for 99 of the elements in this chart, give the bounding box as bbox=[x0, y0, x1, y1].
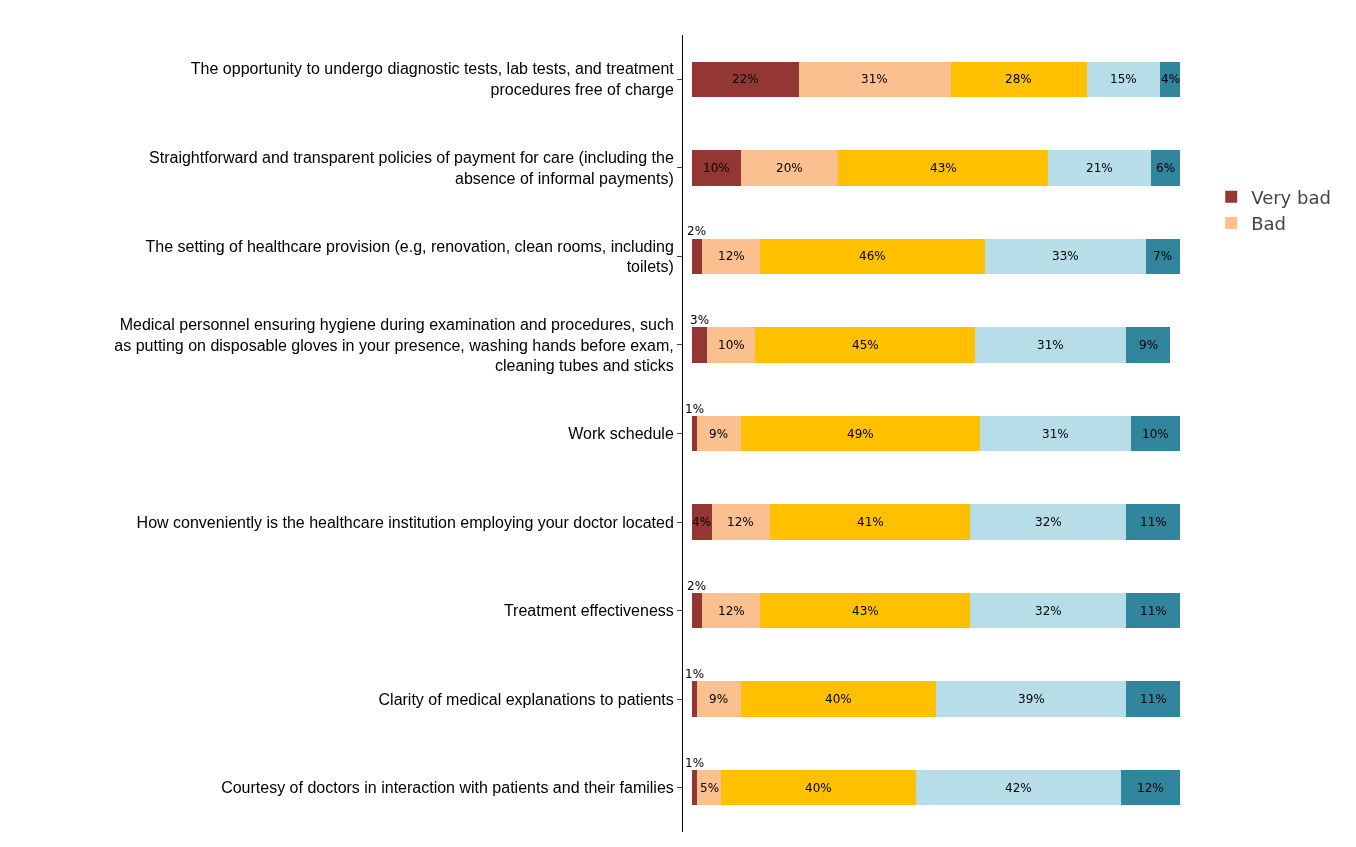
data-label: 40% bbox=[805, 781, 832, 795]
data-label: 1% bbox=[685, 402, 705, 416]
bar bbox=[760, 592, 971, 629]
data-label: 12% bbox=[718, 604, 745, 618]
data-label: 12% bbox=[1137, 781, 1164, 795]
data-label: 49% bbox=[847, 427, 874, 441]
data-label: 1% bbox=[685, 756, 705, 770]
data-label: 9% bbox=[709, 692, 729, 706]
legend-label: Very bad bbox=[1251, 186, 1331, 208]
bar bbox=[701, 592, 761, 629]
bar bbox=[1126, 681, 1180, 717]
bar bbox=[755, 327, 975, 363]
y-tick-label: The opportunity to undergo diagnostic tests, lab tests, and treatment procedures free of charge bbox=[190, 60, 675, 99]
data-label: 40% bbox=[825, 692, 852, 706]
data-label: 10% bbox=[703, 161, 730, 175]
bar bbox=[799, 61, 951, 97]
y-tick-label: Work schedule bbox=[568, 425, 674, 443]
data-label: 9% bbox=[1139, 338, 1159, 352]
bar bbox=[692, 238, 702, 275]
data-label: 3% bbox=[690, 313, 710, 327]
data-label: 43% bbox=[852, 604, 879, 618]
data-label: 10% bbox=[718, 338, 745, 352]
bar bbox=[692, 770, 697, 806]
data-label: 5% bbox=[700, 781, 720, 795]
bar bbox=[979, 415, 1132, 452]
bar bbox=[692, 592, 702, 629]
bar bbox=[692, 681, 697, 717]
y-tick-label: Straightforward and transparent policies of payment for care (including the absence of informal payments) bbox=[149, 149, 674, 187]
data-label: 33% bbox=[1052, 249, 1079, 263]
data-label: 2% bbox=[687, 224, 707, 238]
bar bbox=[740, 415, 980, 452]
legend-label: Bad bbox=[1251, 213, 1287, 235]
bar bbox=[1121, 770, 1180, 806]
y-tick-label: Medical personnel ensuring hygiene during examination and procedures, such as putting on disposable gloves in your presence, washing hands before exam, cleaning tubes and sticks bbox=[114, 315, 674, 375]
data-label: 21% bbox=[1086, 161, 1113, 175]
bar bbox=[711, 504, 771, 540]
bar bbox=[706, 327, 756, 363]
bar bbox=[1126, 504, 1180, 540]
bar bbox=[1150, 150, 1180, 186]
bar bbox=[692, 327, 707, 363]
bar bbox=[970, 592, 1127, 629]
data-label: 10% bbox=[1142, 427, 1169, 441]
data-label: 12% bbox=[718, 249, 745, 263]
data-label: 9% bbox=[709, 427, 729, 441]
bar bbox=[1087, 61, 1161, 97]
data-label: 31% bbox=[1042, 427, 1069, 441]
data-label: 2% bbox=[687, 579, 707, 593]
bar bbox=[1126, 327, 1171, 363]
bar bbox=[760, 238, 985, 275]
data-label: 11% bbox=[1140, 604, 1167, 618]
bar bbox=[696, 415, 741, 452]
data-label: 22% bbox=[732, 72, 759, 86]
bar bbox=[950, 61, 1088, 97]
data-label: 42% bbox=[1005, 781, 1032, 795]
data-label: 4% bbox=[692, 515, 712, 529]
bar bbox=[838, 150, 1049, 186]
data-label: 11% bbox=[1140, 515, 1167, 529]
data-label: 6% bbox=[1156, 161, 1176, 175]
bar bbox=[721, 770, 917, 806]
data-label: 43% bbox=[930, 161, 957, 175]
bar bbox=[692, 150, 741, 186]
data-label: 32% bbox=[1035, 604, 1062, 618]
data-label: 41% bbox=[857, 515, 884, 529]
bar bbox=[1131, 415, 1180, 452]
y-tick-label: The setting of healthcare provision (e.g, renovation, clean rooms, including toilets) bbox=[145, 237, 674, 276]
bar bbox=[935, 681, 1127, 717]
data-label: 15% bbox=[1110, 72, 1137, 86]
bar bbox=[916, 770, 1122, 806]
y-tick-label: Treatment effectiveness bbox=[503, 602, 674, 620]
data-label: 4% bbox=[1161, 72, 1181, 86]
data-label: 20% bbox=[776, 161, 803, 175]
bar bbox=[740, 150, 839, 186]
bar bbox=[692, 415, 697, 452]
data-label: 46% bbox=[859, 249, 886, 263]
data-label: 7% bbox=[1153, 249, 1173, 263]
data-label: 31% bbox=[1037, 338, 1064, 352]
y-tick-label: Clarity of medical explanations to patients bbox=[378, 690, 674, 708]
bar bbox=[692, 61, 800, 97]
bar bbox=[974, 327, 1127, 363]
bar bbox=[984, 238, 1146, 275]
bar bbox=[1048, 150, 1151, 186]
data-label: 12% bbox=[727, 515, 754, 529]
bar bbox=[740, 681, 936, 717]
bar bbox=[701, 238, 761, 275]
y-tick-label: How conveniently is the healthcare institution employing your doctor located bbox=[136, 513, 674, 531]
y-tick-label: Courtesy of doctors in interaction with patients and their families bbox=[221, 779, 674, 797]
data-label: 32% bbox=[1035, 515, 1062, 529]
bar bbox=[692, 504, 712, 540]
data-label: 45% bbox=[852, 338, 879, 352]
bar bbox=[1145, 238, 1180, 275]
bar bbox=[696, 681, 741, 717]
bar bbox=[770, 504, 971, 540]
data-label: 1% bbox=[685, 667, 705, 681]
bar bbox=[1126, 592, 1180, 629]
data-label: 39% bbox=[1018, 692, 1045, 706]
bar bbox=[970, 504, 1127, 540]
data-label: 11% bbox=[1140, 692, 1167, 706]
data-label: 31% bbox=[861, 72, 888, 86]
data-label: 28% bbox=[1005, 72, 1032, 86]
